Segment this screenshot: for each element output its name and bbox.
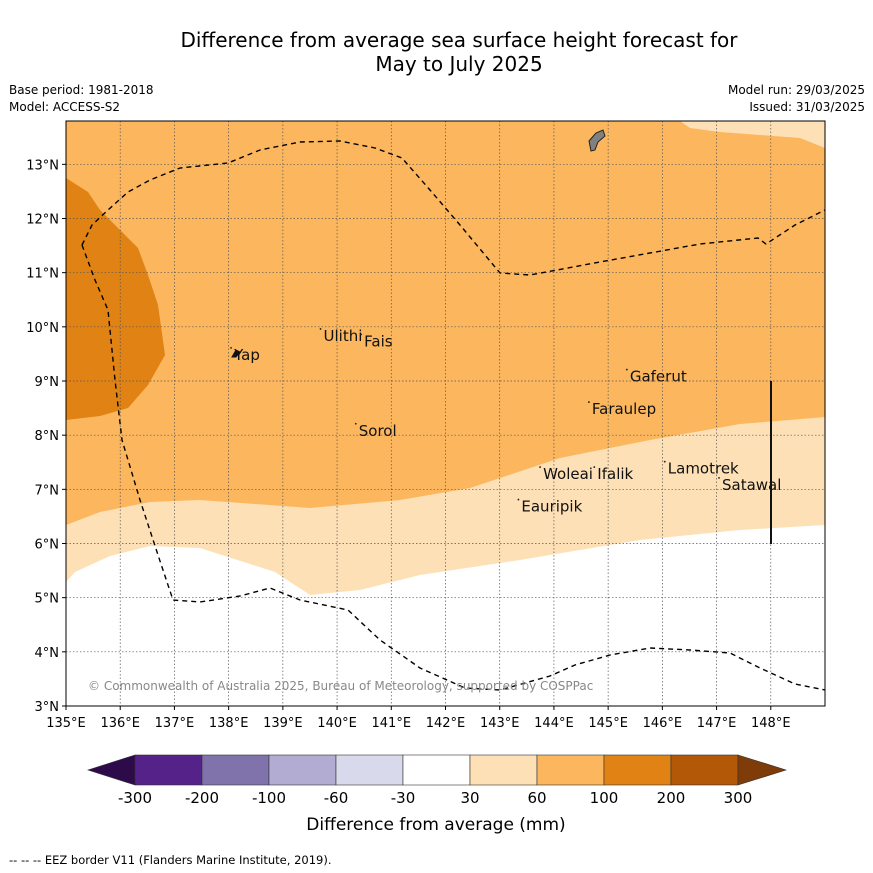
colorbar-tick-label: -30 xyxy=(391,789,416,807)
y-tick-label: 6°N xyxy=(35,538,60,553)
place-label-gaferut: Gaferut xyxy=(630,368,687,386)
meta-left: Base period: 1981-2018 Model: ACCESS-S2 xyxy=(9,82,154,116)
colorbar-tick-label: -60 xyxy=(324,789,349,807)
colorbar-bin xyxy=(469,754,538,786)
colorbar-bin xyxy=(201,754,270,786)
place-marker xyxy=(230,347,232,349)
y-tick-label: 12°N xyxy=(26,213,59,228)
colorbar-extend-low xyxy=(87,754,136,786)
yap-island xyxy=(231,349,241,358)
place-label-faraulep: Faraulep xyxy=(592,400,656,418)
place-marker xyxy=(539,466,541,468)
place-marker xyxy=(593,466,596,468)
place-marker xyxy=(663,460,666,463)
colorbar-tick-label: 30 xyxy=(460,789,479,807)
colorbar-tick-label: 200 xyxy=(657,789,686,807)
place-label-fais: Fais xyxy=(364,332,393,350)
graticule xyxy=(66,121,825,706)
colorbar: -300 -200 -100 -60 -30 30 60 100 200 300 xyxy=(87,754,788,807)
x-tick-label: 142°E xyxy=(426,716,466,731)
y-tick-label: 5°N xyxy=(35,592,60,607)
place-label-satawal: Satawal xyxy=(722,476,781,494)
title-line-1: Difference from average sea surface heig… xyxy=(180,28,738,52)
place-marker xyxy=(354,422,357,425)
colorbar-tick-label: -300 xyxy=(118,789,152,807)
colorbar-bin xyxy=(402,754,471,786)
x-tick-label: 141°E xyxy=(372,716,412,731)
y-tick-label: 7°N xyxy=(35,483,60,498)
title-line-2: May to July 2025 xyxy=(375,52,543,76)
x-tick-label: 147°E xyxy=(697,716,737,731)
contour-60-100 xyxy=(66,121,825,525)
colorbar-bin xyxy=(536,754,605,786)
x-tick-label: 135°E xyxy=(46,716,86,731)
eez-legend-note: -- -- -- EEZ border V11 (Flanders Marine… xyxy=(9,853,332,867)
colorbar-label: Difference from average (mm) xyxy=(306,815,565,835)
place-labels: Ulithi Fais Yap Gaferut Faraulep Sorol Woleai I… xyxy=(230,327,781,516)
colorbar-extend-high xyxy=(737,754,788,786)
colorbar-bin xyxy=(603,754,672,786)
colorbar-bin xyxy=(268,754,337,786)
x-axis-ticks: 135°E 136°E 137°E 138°E 139°E 140°E 141°E 142°E… xyxy=(46,706,791,731)
x-tick-label: 143°E xyxy=(480,716,520,731)
place-label-eauripik: Eauripik xyxy=(521,498,582,516)
colorbar-bin xyxy=(335,754,404,786)
model-run: Model run: 29/03/2025 xyxy=(727,83,865,97)
meta-right: Model run: 29/03/2025 Issued: 31/03/2025 xyxy=(728,82,865,116)
eez-border xyxy=(81,140,825,276)
colorbar-tick-label: 100 xyxy=(590,789,619,807)
map-title: Difference from average sea surface heig… xyxy=(0,28,873,76)
y-tick-label: 13°N xyxy=(26,158,59,173)
place-label-yap: Yap xyxy=(233,346,260,364)
place-label-woleai: Woleai xyxy=(543,465,593,483)
x-tick-label: 140°E xyxy=(317,716,357,731)
colorbar-bin xyxy=(134,754,203,786)
x-tick-label: 136°E xyxy=(100,716,140,731)
base-period: Base period: 1981-2018 xyxy=(9,83,154,97)
model-name: Model: ACCESS-S2 xyxy=(9,100,121,114)
copyright-text: © Commonwealth of Australia 2025, Bureau… xyxy=(88,679,593,693)
x-tick-label: 138°E xyxy=(209,716,249,731)
place-marker xyxy=(517,498,520,501)
x-tick-label: 146°E xyxy=(643,716,683,731)
y-tick-label: 9°N xyxy=(35,375,60,390)
colorbar-tick-label: 60 xyxy=(527,789,546,807)
y-tick-label: 4°N xyxy=(35,646,60,661)
place-marker xyxy=(625,368,628,371)
issued-date: Issued: 31/03/2025 xyxy=(749,100,865,114)
y-tick-label: 8°N xyxy=(35,429,60,444)
y-tick-label: 10°N xyxy=(26,321,59,336)
y-axis-ticks: 3°N 4°N 5°N 6°N 7°N 8°N 9°N 10°N 11°N 12°N 13°N xyxy=(26,158,66,715)
place-label-ulithi: Ulithi xyxy=(324,327,363,345)
place-label-lamotrek: Lamotrek xyxy=(668,460,739,478)
guam-island xyxy=(588,129,606,152)
colorbar-bin xyxy=(670,754,739,786)
contour-100-200 xyxy=(66,178,165,420)
x-tick-label: 139°E xyxy=(263,716,303,731)
colorbar-tick-label: 300 xyxy=(724,789,753,807)
place-label-sorol: Sorol xyxy=(359,422,397,440)
place-marker xyxy=(718,477,720,479)
x-tick-label: 137°E xyxy=(155,716,195,731)
x-tick-label: 144°E xyxy=(534,716,574,731)
eez-border-south xyxy=(81,244,825,691)
y-tick-label: 3°N xyxy=(35,700,60,715)
colorbar-tick-label: -100 xyxy=(252,789,286,807)
place-marker xyxy=(360,333,363,336)
place-marker xyxy=(587,401,590,403)
colorbar-tick-label: -200 xyxy=(185,789,219,807)
map-panel: Ulithi Fais Yap Gaferut Faraulep Sorol Woleai I… xyxy=(66,121,825,706)
place-marker xyxy=(319,328,322,330)
place-label-ifalik: Ifalik xyxy=(597,465,633,483)
x-tick-label: 145°E xyxy=(588,716,628,731)
x-tick-label: 148°E xyxy=(751,716,791,731)
y-tick-label: 11°N xyxy=(26,267,59,282)
